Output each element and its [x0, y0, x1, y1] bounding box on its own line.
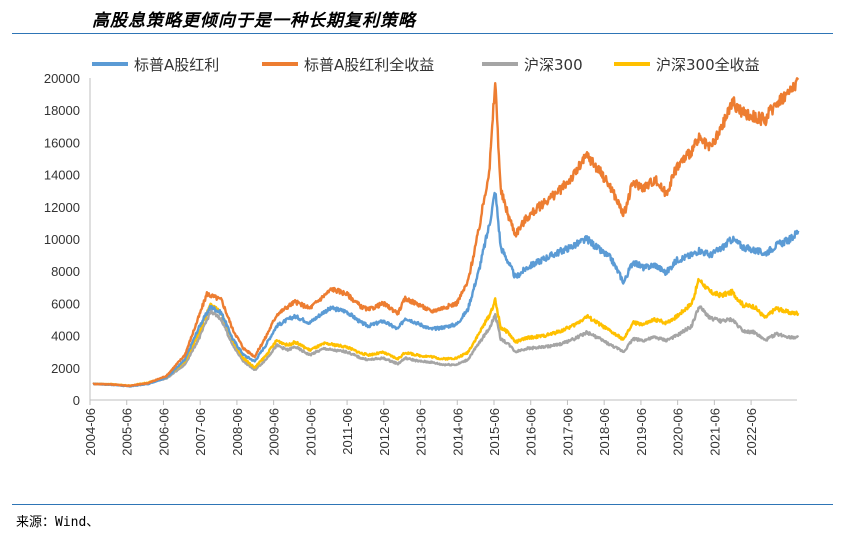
- top-divider: [12, 33, 833, 34]
- legend-label: 标普A股红利: [134, 56, 219, 74]
- x-tick-label: 2006-06: [156, 408, 171, 456]
- x-tick-label: 2013-06: [414, 408, 429, 456]
- x-tick-label: 2020-06: [671, 408, 686, 456]
- y-tick-label: 12000: [44, 200, 80, 215]
- y-tick-label: 4000: [51, 329, 80, 344]
- x-tick-label: 2012-06: [377, 408, 392, 456]
- x-tick-label: 2008-06: [230, 408, 245, 456]
- x-tick-label: 2007-06: [193, 408, 208, 456]
- y-tick-label: 18000: [44, 103, 80, 118]
- page-title: 高股息策略更倾向于是一种长期复利策略: [92, 11, 416, 31]
- x-tick-label: 2011-06: [340, 408, 355, 455]
- source-note: 来源：Wind、: [16, 515, 100, 530]
- legend-label: 沪深300: [524, 56, 583, 74]
- legend-label: 沪深300全收益: [656, 56, 760, 74]
- series-line: [92, 305, 800, 388]
- x-tick-label: 2022-06: [744, 408, 759, 456]
- x-tick-label: 2015-06: [487, 408, 502, 456]
- x-tick-label: 2017-06: [560, 408, 575, 456]
- series-line: [92, 277, 800, 387]
- y-tick-label: 2000: [51, 361, 80, 376]
- x-tick-label: 2021-06: [707, 408, 722, 456]
- y-tick-label: 20000: [44, 71, 80, 86]
- x-tick-label: 2004-06: [83, 408, 98, 456]
- x-tick-label: 2016-06: [524, 408, 539, 456]
- series-line: [92, 191, 800, 388]
- legend-label: 标普A股红利全收益: [304, 56, 434, 74]
- x-tick-label: 2009-06: [267, 408, 282, 456]
- y-tick-label: 0: [73, 393, 80, 408]
- y-tick-label: 6000: [51, 296, 80, 311]
- bottom-divider: [12, 504, 833, 505]
- x-tick-label: 2014-06: [450, 408, 465, 456]
- x-tick-label: 2019-06: [634, 408, 649, 456]
- x-tick-label: 2018-06: [597, 408, 612, 456]
- x-tick-label: 2005-06: [120, 408, 135, 456]
- y-tick-label: 10000: [44, 232, 80, 247]
- y-tick-label: 16000: [44, 135, 80, 150]
- y-tick-label: 8000: [51, 264, 80, 279]
- x-tick-label: 2010-06: [303, 408, 318, 456]
- series-line: [92, 77, 800, 388]
- y-tick-label: 14000: [44, 168, 80, 183]
